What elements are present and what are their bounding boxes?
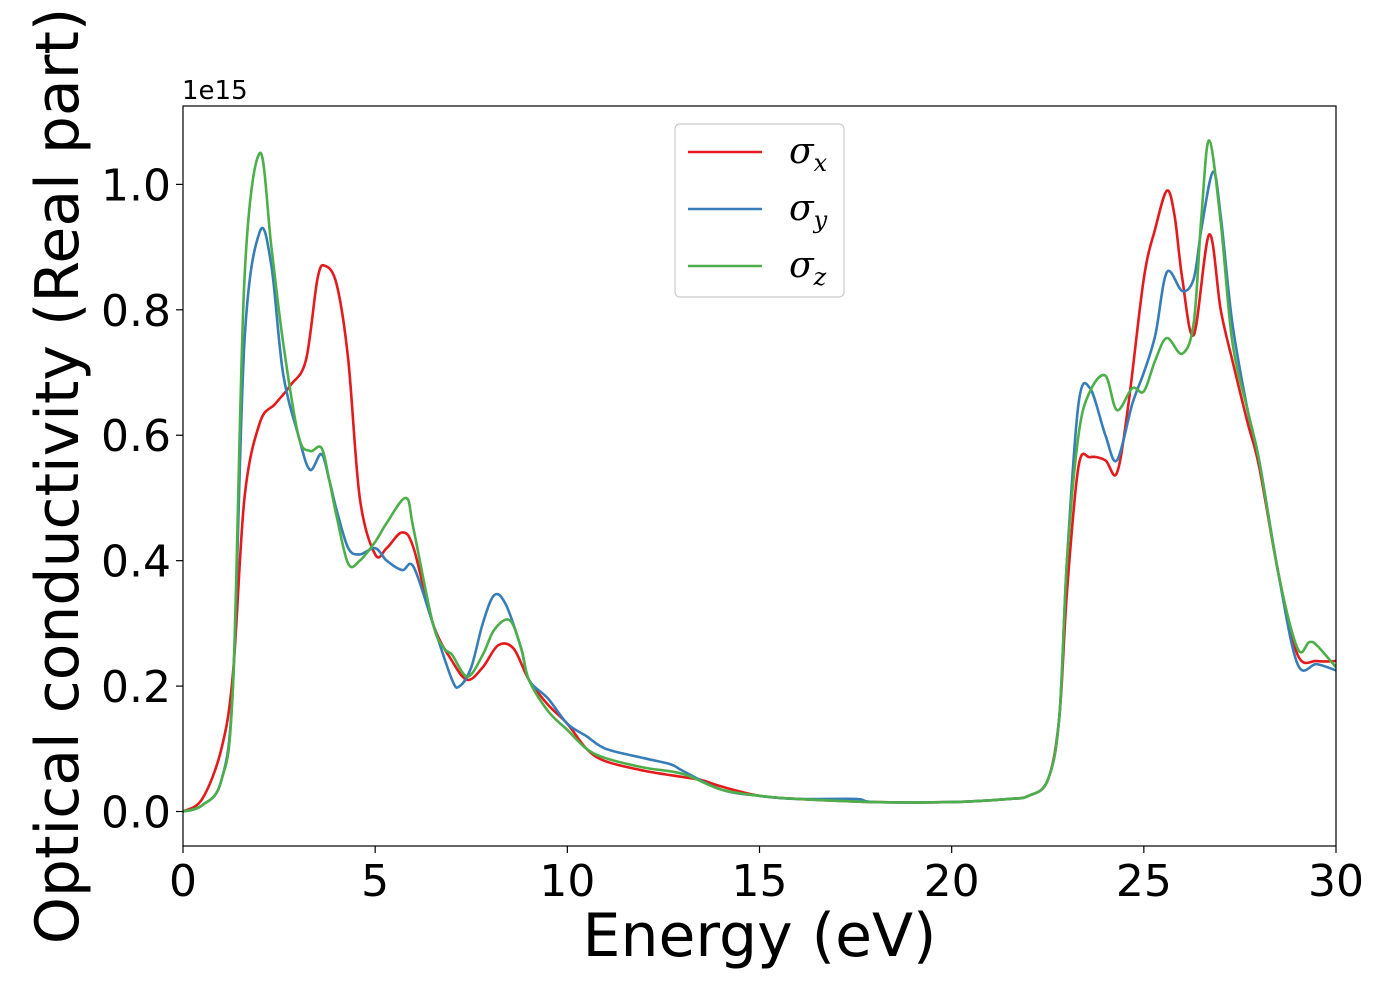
y-axis: 0.0 0.2 0.4 0.6 0.8 1.0 xyxy=(101,160,183,839)
x-tick-label: 20 xyxy=(924,856,980,907)
legend-box xyxy=(674,123,845,298)
x-tick-label: 15 xyxy=(732,856,788,907)
y-tick-label: 0.0 xyxy=(101,788,171,839)
y-tick-label: 0.4 xyxy=(101,537,171,588)
series-line-y xyxy=(183,170,1336,813)
y-tick-label: 0.6 xyxy=(101,411,171,462)
x-tick-label: 0 xyxy=(169,856,197,907)
series-layer xyxy=(183,139,1336,813)
y-tick-label: 1.0 xyxy=(101,160,171,211)
x-axis-label: Energy (eV) xyxy=(583,901,937,971)
y-axis-label: Optical conductivity (Real part) xyxy=(23,8,93,945)
x-tick-label: 30 xyxy=(1308,856,1364,907)
y-tick-label: 0.8 xyxy=(101,286,171,337)
x-axis: 0 5 10 15 20 25 30 xyxy=(169,846,1364,907)
x-tick-label: 10 xyxy=(539,856,595,907)
y-tick-label: 0.2 xyxy=(101,662,171,713)
series-line-z xyxy=(183,139,1336,813)
y-offset-label: 1e15 xyxy=(182,76,248,106)
x-tick-label: 25 xyxy=(1116,856,1172,907)
x-tick-label: 5 xyxy=(361,856,389,907)
